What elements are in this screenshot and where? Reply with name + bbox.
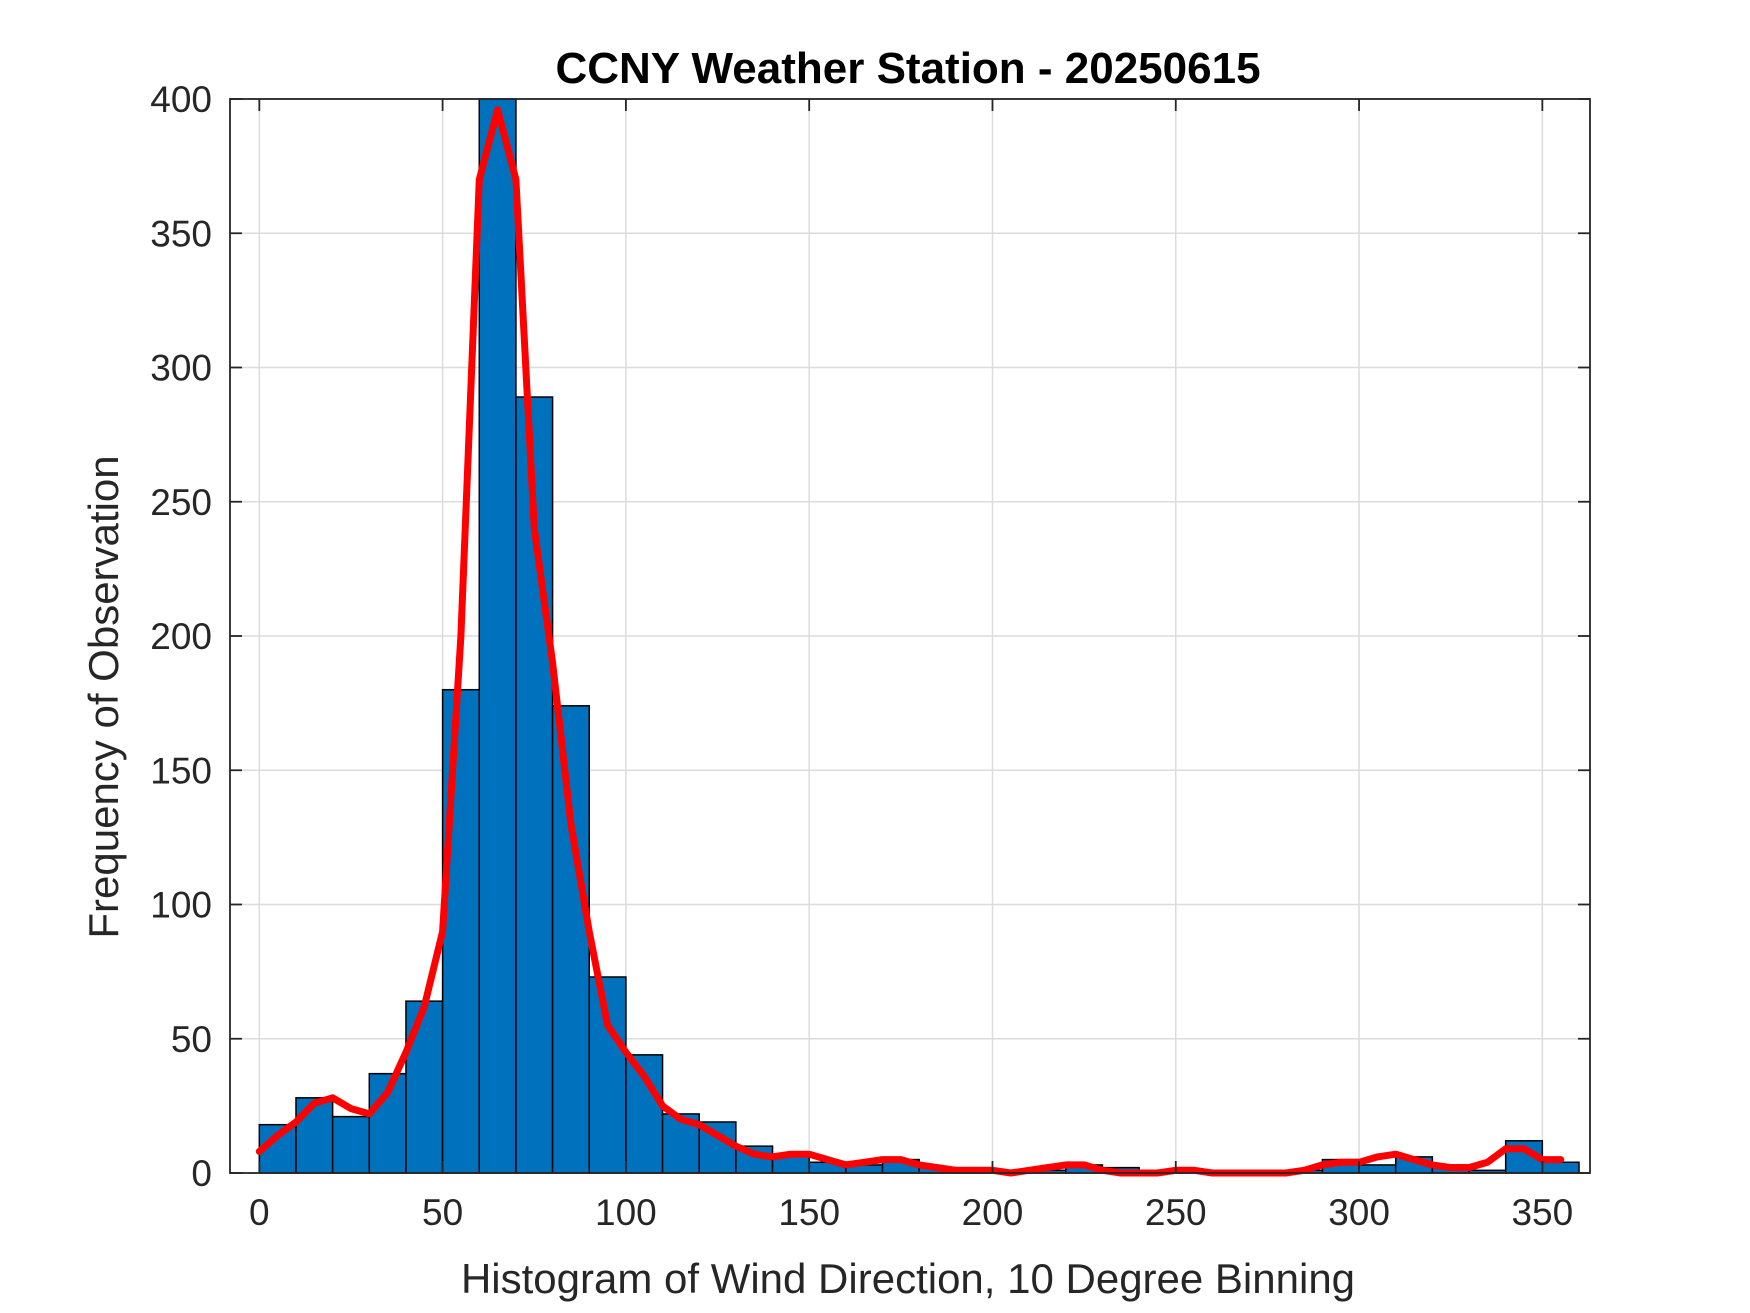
x-tick-label: 350 [1511, 1192, 1573, 1233]
x-tick-label: 250 [1145, 1192, 1207, 1233]
y-tick-label: 350 [150, 213, 212, 254]
x-tick-label: 100 [595, 1192, 657, 1233]
x-tick-label: 0 [249, 1192, 270, 1233]
x-tick-labels: 0 50 100 150 200 250 300 350 [249, 1192, 1573, 1233]
y-tick-label: 0 [191, 1153, 212, 1194]
histogram-bar [295, 1097, 334, 1174]
x-tick-label: 200 [962, 1192, 1024, 1233]
histogram-bar [1358, 1164, 1397, 1174]
tick-marks [230, 98, 1590, 1174]
smoothed-fit-line [255, 106, 1565, 1177]
y-tick-label: 250 [150, 482, 212, 523]
x-axis-label: Histogram of Wind Direction, 10 Degree B… [461, 1255, 1355, 1302]
histogram-bar [1541, 1161, 1580, 1174]
histogram-bar [405, 1000, 444, 1174]
histogram-bar [588, 976, 627, 1174]
x-tick-label: 50 [422, 1192, 463, 1233]
y-tick-label: 100 [150, 885, 212, 926]
y-axis-label: Frequency of Observation [80, 455, 127, 938]
histogram-bar [478, 98, 517, 1174]
x-tick-label: 300 [1328, 1192, 1390, 1233]
y-tick-label: 150 [150, 750, 212, 791]
chart-title: CCNY Weather Station - 20250615 [555, 44, 1260, 93]
y-tick-label: 400 [150, 79, 212, 120]
y-tick-label: 300 [150, 348, 212, 389]
y-tick-labels: 0 50 100 150 200 250 300 350 400 [150, 79, 212, 1194]
histogram-bar [551, 705, 590, 1174]
histogram-bar [331, 1115, 371, 1174]
x-tick-label: 150 [778, 1192, 840, 1233]
histogram-bar [441, 688, 481, 1174]
y-tick-label: 50 [171, 1019, 212, 1060]
y-tick-label: 200 [150, 616, 212, 657]
